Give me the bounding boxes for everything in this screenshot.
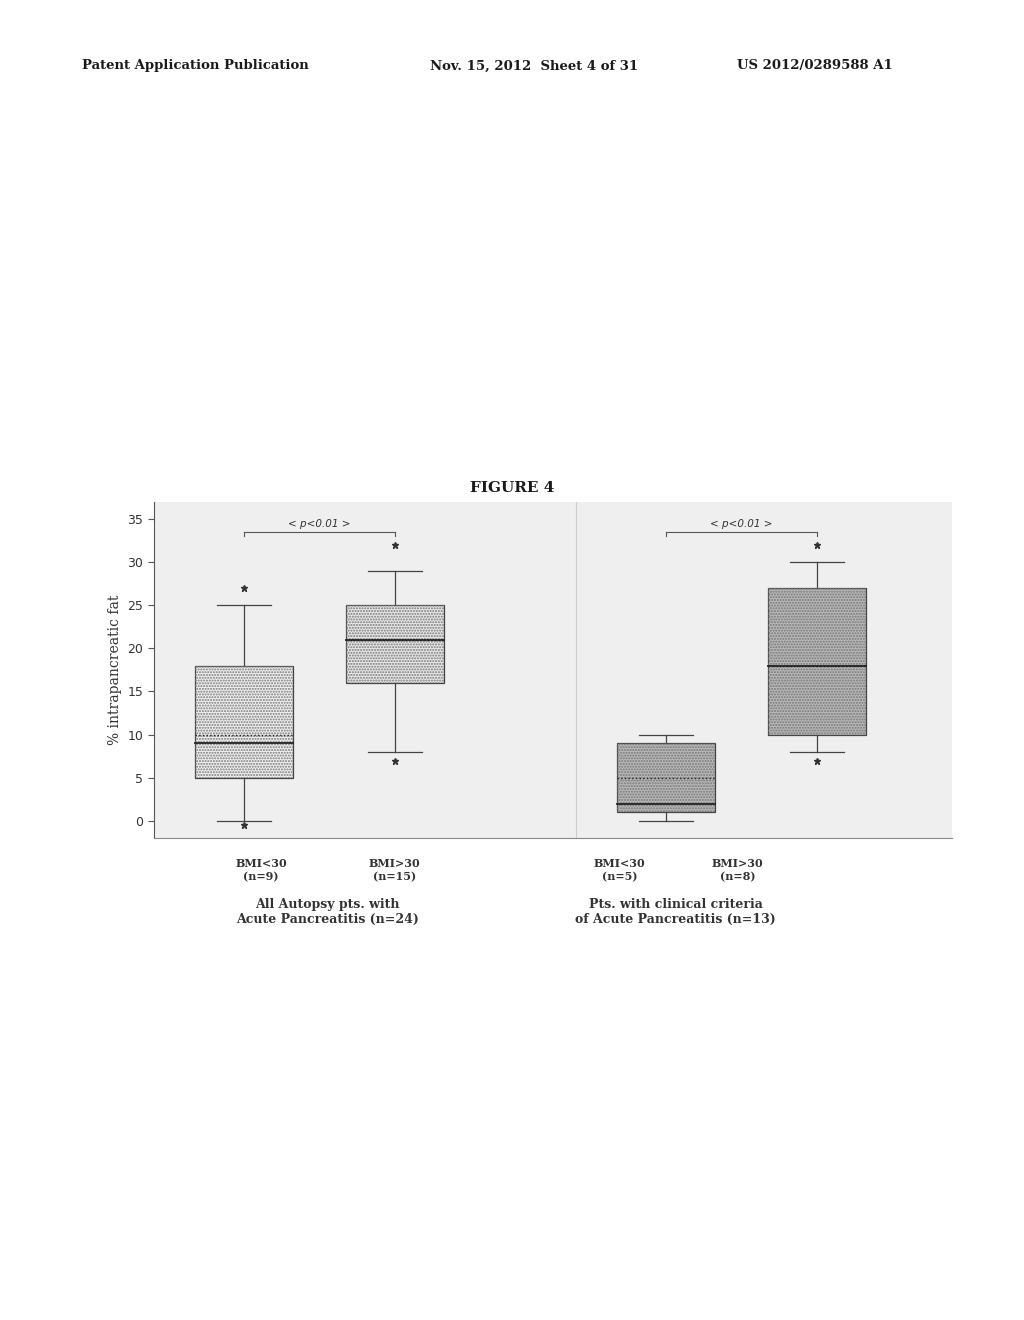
Bar: [195, 665, 293, 777]
Text: < p<0.01 >: < p<0.01 >: [710, 519, 772, 529]
Y-axis label: % intrapancreatic fat: % intrapancreatic fat: [108, 595, 122, 744]
Text: BMI>30
(n=8): BMI>30 (n=8): [712, 858, 763, 882]
Text: < p<0.01 >: < p<0.01 >: [288, 519, 350, 529]
Text: BMI<30
(n=9): BMI<30 (n=9): [236, 858, 287, 882]
Text: BMI>30
(n=15): BMI>30 (n=15): [369, 858, 420, 882]
Bar: [768, 587, 865, 735]
Text: Nov. 15, 2012  Sheet 4 of 31: Nov. 15, 2012 Sheet 4 of 31: [430, 59, 638, 73]
Text: All Autopsy pts. with
Acute Pancreatitis (n=24): All Autopsy pts. with Acute Pancreatitis…: [237, 898, 419, 925]
Text: BMI<30
(n=5): BMI<30 (n=5): [594, 858, 645, 882]
Bar: [617, 743, 715, 812]
Bar: [768, 587, 865, 735]
Bar: [195, 665, 293, 777]
Text: Pts. with clinical criteria
of Acute Pancreatitis (n=13): Pts. with clinical criteria of Acute Pan…: [575, 898, 776, 925]
Text: Patent Application Publication: Patent Application Publication: [82, 59, 308, 73]
Bar: [346, 605, 443, 682]
Bar: [346, 605, 443, 682]
Bar: [617, 743, 715, 812]
Text: US 2012/0289588 A1: US 2012/0289588 A1: [737, 59, 893, 73]
Text: FIGURE 4: FIGURE 4: [470, 480, 554, 495]
